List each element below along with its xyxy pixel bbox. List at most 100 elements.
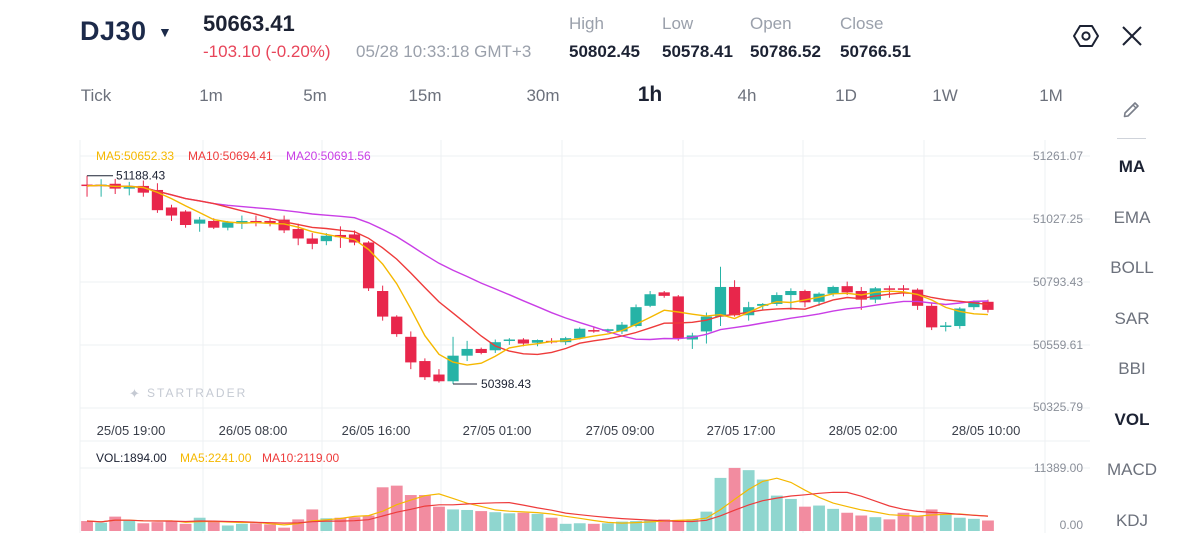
volume-bar bbox=[433, 506, 445, 531]
tab-1w[interactable]: 1W bbox=[932, 86, 958, 105]
indicator-boll[interactable]: BOLL bbox=[1110, 258, 1154, 277]
candle-body bbox=[926, 305, 938, 328]
volume-bar bbox=[714, 477, 727, 531]
indicator-ema[interactable]: EMA bbox=[1113, 208, 1151, 227]
volume-bar bbox=[81, 521, 93, 531]
price-chart[interactable]: STARTRADER ✦ 51261.07 51027.25 50793.43 50559… bbox=[0, 0, 1090, 533]
candle-body bbox=[461, 348, 473, 356]
legend-ma5: MA5:50652.33 bbox=[96, 149, 174, 163]
tab-1d[interactable]: 1D bbox=[835, 86, 857, 105]
tab-4h[interactable]: 4h bbox=[737, 86, 757, 105]
candle-body bbox=[827, 286, 839, 294]
time-axis-label: 28/05 10:00 bbox=[952, 423, 1021, 438]
volume-bar bbox=[616, 521, 628, 531]
indicator-vol[interactable]: VOL bbox=[1114, 410, 1150, 429]
candle-body bbox=[334, 234, 347, 238]
price-change: -103.10 (-0.20%) bbox=[203, 42, 331, 61]
watermark-text: STARTRADER bbox=[147, 386, 247, 400]
time-axis-label: 27/05 09:00 bbox=[586, 423, 655, 438]
stat-high-label: High bbox=[569, 14, 604, 33]
volume-axis-label: 0.00 bbox=[1060, 518, 1084, 532]
candle-body bbox=[348, 234, 361, 243]
candle-body bbox=[968, 301, 980, 308]
volume-bar bbox=[883, 519, 896, 531]
volume-bar bbox=[278, 527, 291, 531]
volume-bar bbox=[165, 521, 178, 531]
candle-body bbox=[672, 296, 684, 339]
stat-open-value: 50786.52 bbox=[750, 42, 821, 61]
price-axis-label: 51027.25 bbox=[1033, 212, 1083, 226]
volume-bar bbox=[953, 517, 966, 531]
volume-bar bbox=[911, 516, 924, 531]
tab-1m[interactable]: 1m bbox=[199, 86, 223, 105]
indicator-bbi[interactable]: BBI bbox=[1118, 359, 1146, 378]
volume-bar bbox=[967, 518, 980, 531]
candle-body bbox=[391, 316, 403, 335]
candle-body bbox=[222, 222, 234, 228]
tab-30m[interactable]: 30m bbox=[526, 86, 560, 105]
volume-bar bbox=[939, 513, 952, 531]
candle-body bbox=[236, 220, 248, 224]
indicator-kdj[interactable]: KDJ bbox=[1115, 511, 1149, 530]
candle-body bbox=[179, 211, 192, 225]
candle-body bbox=[940, 325, 952, 327]
stat-low-value: 50578.41 bbox=[662, 42, 733, 61]
candle-body bbox=[137, 185, 149, 193]
volume-bar bbox=[559, 523, 572, 531]
caret-down-icon[interactable]: ▼ bbox=[158, 24, 172, 40]
candle-body bbox=[588, 330, 600, 332]
indicator-macd[interactable]: MACD bbox=[1106, 460, 1158, 479]
candle-body bbox=[320, 235, 332, 242]
candle-body bbox=[194, 219, 206, 224]
settings-icon[interactable] bbox=[1072, 22, 1100, 50]
ma5-line bbox=[86, 184, 989, 366]
candle-body bbox=[982, 301, 994, 310]
volume-bar bbox=[447, 509, 459, 531]
candle-body bbox=[869, 288, 881, 300]
volume-bar bbox=[756, 479, 769, 531]
volume-bar bbox=[390, 485, 403, 531]
legend-ma20: MA20:50691.56 bbox=[286, 149, 371, 163]
ma10-line bbox=[86, 184, 989, 356]
tab-5m[interactable]: 5m bbox=[303, 86, 327, 105]
candle-body bbox=[517, 339, 530, 344]
close-icon[interactable] bbox=[1120, 24, 1144, 48]
volume-bar bbox=[334, 517, 347, 531]
candle-body bbox=[292, 229, 304, 239]
price-axis-label: 51261.07 bbox=[1033, 149, 1083, 163]
stat-close-value: 50766.51 bbox=[840, 42, 911, 61]
tab-15m[interactable]: 15m bbox=[408, 86, 442, 105]
candle-body bbox=[503, 339, 515, 342]
time-axis-label: 26/05 16:00 bbox=[342, 423, 411, 438]
candle-body bbox=[123, 185, 135, 189]
candle-body bbox=[644, 294, 656, 306]
candle-body bbox=[264, 220, 276, 224]
candle-body bbox=[151, 189, 164, 211]
candle-body bbox=[700, 316, 713, 332]
volume-bar bbox=[137, 523, 150, 531]
volume-bar bbox=[404, 495, 417, 531]
volume-ma5-line bbox=[86, 477, 989, 526]
volume-ma10-line bbox=[86, 491, 989, 524]
volume-bar bbox=[193, 517, 206, 531]
time-axis-label: 26/05 08:00 bbox=[219, 423, 288, 438]
draw-pencil-icon[interactable] bbox=[1121, 98, 1143, 120]
price-axis-label: 50325.79 bbox=[1033, 400, 1083, 414]
tab-1h[interactable]: 1h bbox=[637, 83, 663, 106]
indicator-sar[interactable]: SAR bbox=[1114, 309, 1150, 328]
volume-bar bbox=[362, 515, 375, 531]
volume-bar bbox=[475, 511, 488, 531]
candle-body bbox=[419, 361, 431, 378]
volume-bar bbox=[897, 512, 910, 531]
candle-body bbox=[911, 289, 924, 306]
volume-bar bbox=[545, 517, 558, 531]
symbol-title[interactable]: DJ30 bbox=[80, 16, 147, 46]
tab-tick[interactable]: Tick bbox=[80, 86, 112, 105]
volume-bar bbox=[235, 523, 248, 531]
candle-body bbox=[433, 374, 445, 382]
tab-1mo[interactable]: 1M bbox=[1039, 86, 1063, 105]
indicator-ma[interactable]: MA bbox=[1118, 157, 1146, 176]
volume-bar bbox=[869, 517, 882, 531]
max-price-label: 51188.43 bbox=[116, 169, 165, 183]
watermark-star-icon: ✦ bbox=[129, 387, 140, 402]
